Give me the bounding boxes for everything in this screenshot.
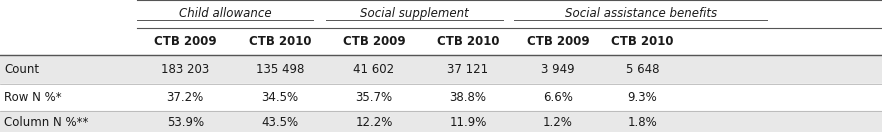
Text: CTB 2010: CTB 2010 xyxy=(437,35,499,48)
Bar xyxy=(0,84,882,111)
Text: Social supplement: Social supplement xyxy=(360,7,469,20)
Text: 1.8%: 1.8% xyxy=(628,116,657,129)
Text: CTB 2009: CTB 2009 xyxy=(527,35,589,48)
Text: 3 949: 3 949 xyxy=(541,63,575,76)
Text: 6.6%: 6.6% xyxy=(543,91,572,104)
Text: Row N %*: Row N %* xyxy=(4,91,62,104)
Text: 183 203: 183 203 xyxy=(161,63,209,76)
Text: Social assistance benefits: Social assistance benefits xyxy=(564,7,717,20)
Text: 53.9%: 53.9% xyxy=(167,116,204,129)
Text: 5 648: 5 648 xyxy=(626,63,659,76)
Text: Child allowance: Child allowance xyxy=(178,7,272,20)
Text: 11.9%: 11.9% xyxy=(449,116,487,129)
Text: 1.2%: 1.2% xyxy=(543,116,572,129)
Text: CTB 2009: CTB 2009 xyxy=(153,35,217,48)
Text: CTB 2010: CTB 2010 xyxy=(249,35,311,48)
Text: 135 498: 135 498 xyxy=(256,63,304,76)
Text: CTB 2010: CTB 2010 xyxy=(611,35,674,48)
Bar xyxy=(0,55,882,84)
Text: 35.7%: 35.7% xyxy=(355,91,392,104)
Text: 38.8%: 38.8% xyxy=(450,91,486,104)
Text: Count: Count xyxy=(4,63,40,76)
Text: Column N %**: Column N %** xyxy=(4,116,89,129)
Bar xyxy=(0,111,882,132)
Text: 34.5%: 34.5% xyxy=(261,91,299,104)
Text: 41 602: 41 602 xyxy=(354,63,394,76)
Bar xyxy=(0,0,882,28)
Text: 12.2%: 12.2% xyxy=(355,116,392,129)
Text: 43.5%: 43.5% xyxy=(261,116,299,129)
Text: 37.2%: 37.2% xyxy=(167,91,204,104)
Text: 9.3%: 9.3% xyxy=(628,91,657,104)
Text: 37 121: 37 121 xyxy=(447,63,489,76)
Text: CTB 2009: CTB 2009 xyxy=(342,35,406,48)
Bar xyxy=(0,28,882,55)
